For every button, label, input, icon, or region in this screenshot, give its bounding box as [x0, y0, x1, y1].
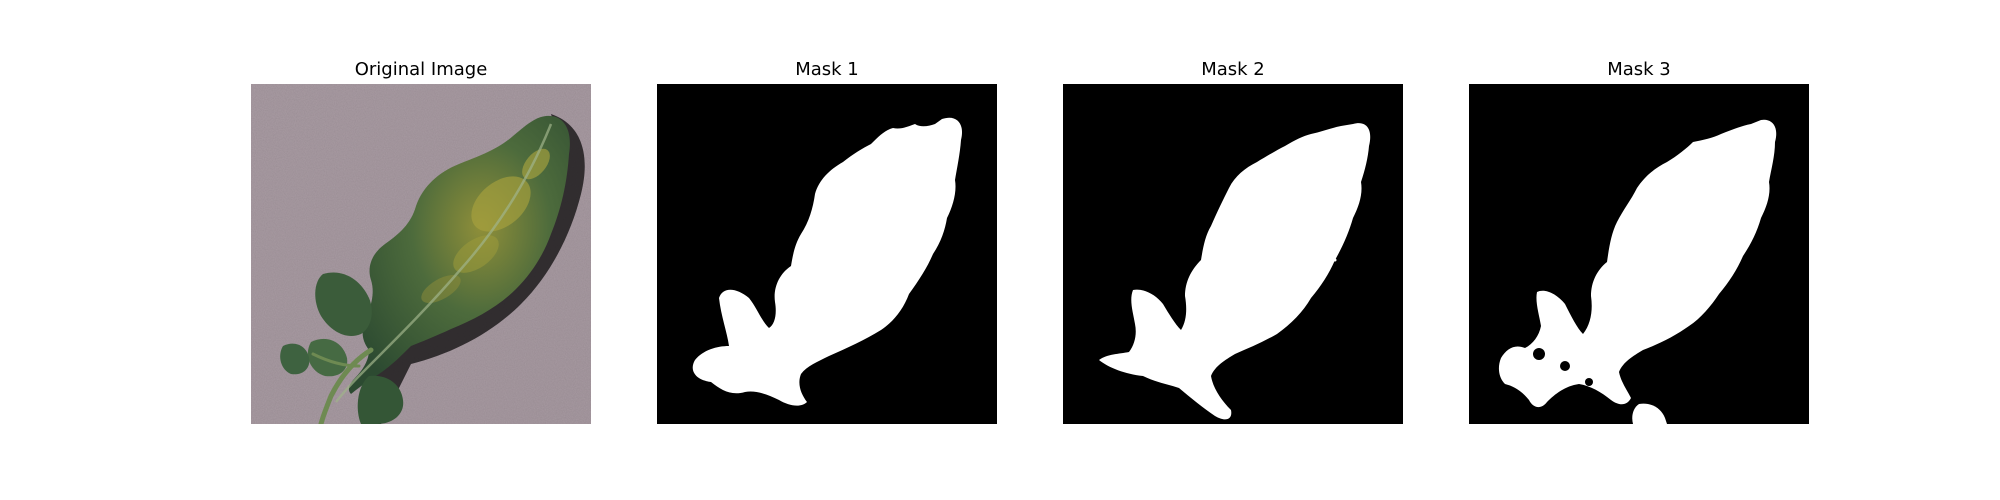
mask-3-image	[1469, 84, 1809, 424]
mask-2-panel: Mask 2	[1063, 56, 1403, 424]
mask-3-svg	[1469, 84, 1809, 424]
mask-1-svg	[657, 84, 997, 424]
leaf-shadow	[361, 114, 585, 424]
mask-1-shape	[692, 117, 963, 406]
mask-3-shape	[1498, 119, 1777, 408]
leaflet-1	[315, 272, 372, 336]
original-image-title: Original Image	[354, 59, 488, 80]
leaf-photo	[251, 84, 591, 424]
leaflet-2	[307, 338, 348, 377]
mask-2-title: Mask 2	[1201, 59, 1265, 80]
original-image	[251, 84, 591, 424]
mask-1-panel: Mask 1	[657, 56, 997, 424]
original-image-panel: Original Image	[251, 56, 591, 424]
leaf-stem	[318, 347, 374, 424]
mask-3-panel: Mask 3	[1469, 56, 1809, 424]
mask-1-title: Mask 1	[795, 59, 859, 80]
mask-2-shape	[1099, 123, 1371, 420]
mask-2-image	[1063, 84, 1403, 424]
leaflet-3	[280, 343, 310, 375]
mask-1-image	[657, 84, 997, 424]
leaf-midrib	[335, 123, 553, 403]
mask-2-svg	[1063, 84, 1403, 424]
mask-3-title: Mask 3	[1607, 59, 1671, 80]
leaflet-4	[357, 375, 404, 424]
